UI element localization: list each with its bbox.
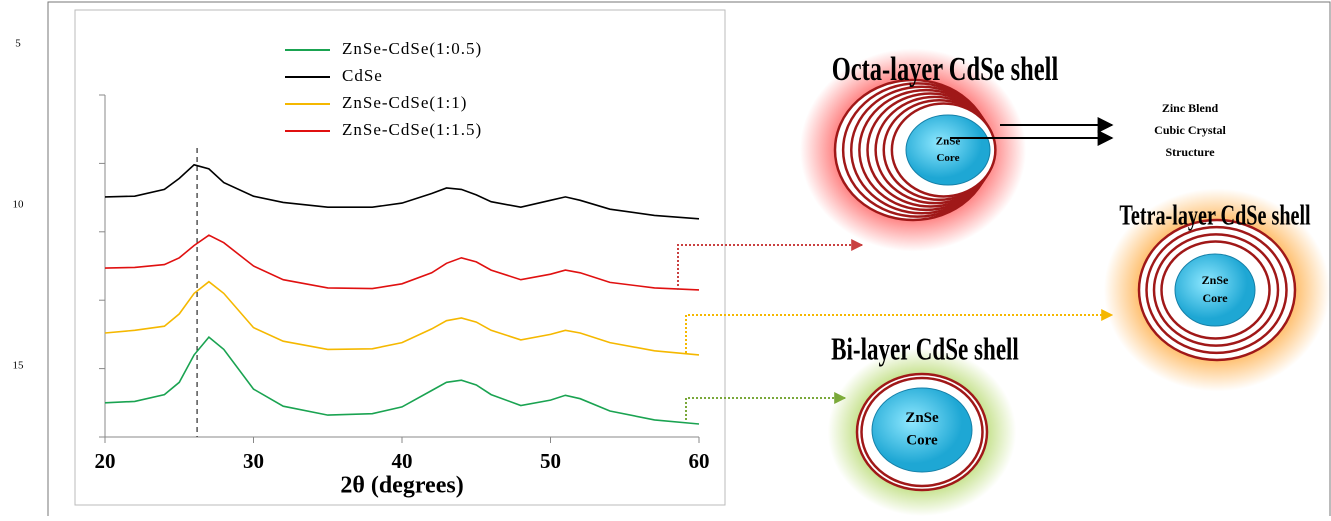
note: Cubic Crystal	[1154, 123, 1226, 137]
shell-title: Bi-layer CdSe shell	[831, 332, 1019, 368]
core-label: ZnSe	[905, 410, 939, 426]
core	[872, 388, 972, 472]
core-label: Core	[906, 433, 938, 449]
legend-label: ZnSe-CdSe(1:1)	[342, 93, 467, 112]
x-tick-label: 40	[392, 449, 413, 473]
line-number: 10	[13, 199, 25, 211]
page: {"line_numbers": ["5", "10", "15", "20"]…	[0, 0, 1331, 516]
note: Zinc Blend	[1162, 101, 1219, 115]
arrow	[686, 398, 845, 420]
core-label: Core	[936, 152, 959, 164]
shell-title: Octa-layer CdSe shell	[832, 51, 1059, 88]
legend-label: ZnSe-CdSe(1:0.5)	[342, 39, 482, 58]
chart-frame	[75, 10, 725, 505]
series-line	[105, 337, 699, 424]
series-line	[105, 235, 699, 290]
diagram: ZnSe Core Octa-layer CdSe shell ZnSe Core Tet…	[678, 49, 1330, 517]
shell-title: Tetra-layer CdSe shell	[1119, 200, 1311, 231]
shell: ZnSe Core Tetra-layer CdSe shell	[1104, 189, 1330, 392]
core-label: ZnSe	[1202, 273, 1229, 287]
x-tick-label: 20	[95, 449, 116, 473]
chart: 20 30 40 50 60 2θ (degrees) ZnSe-CdSe(1:0.5) Cd…	[95, 39, 710, 499]
x-axis-title: 2θ (degrees)	[340, 473, 463, 499]
core-label: Core	[1202, 291, 1228, 305]
arrow	[678, 245, 862, 290]
shell: ZnSe Core Bi-layer CdSe shell	[828, 332, 1019, 516]
x-tick-label: 30	[243, 449, 264, 473]
series-line	[105, 165, 699, 219]
x-tick-label: 60	[689, 449, 710, 473]
legend-label: ZnSe-CdSe(1:1.5)	[342, 120, 482, 139]
note: Structure	[1165, 145, 1215, 159]
series-line	[105, 282, 699, 355]
x-tick-label: 50	[540, 449, 561, 473]
figure: 5 10 15 20 20 30 40 50 60 2θ (degrees) ZnSe-CdSe(…	[0, 0, 1331, 516]
line-number: 5	[15, 38, 21, 50]
core	[906, 115, 990, 185]
line-number: 15	[13, 360, 25, 372]
legend-label: CdSe	[342, 66, 383, 85]
